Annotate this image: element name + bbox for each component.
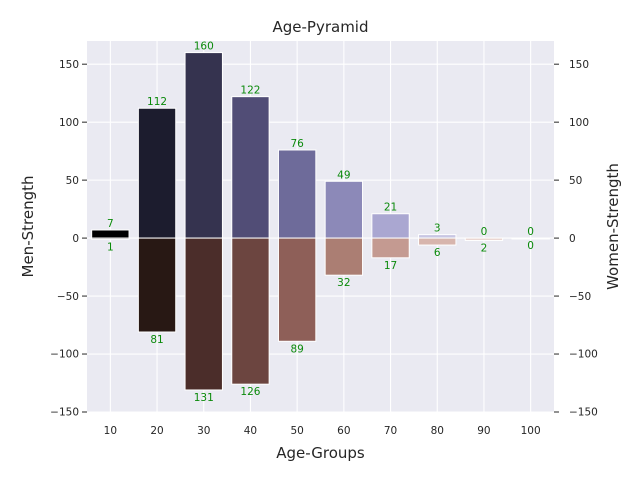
x-tick-label: 100 — [521, 425, 541, 437]
y-tick-label-right: 0 — [569, 233, 576, 245]
men-bar — [184, 52, 223, 239]
y-tick-label-left: −150 — [50, 407, 79, 419]
x-axis-label: Age-Groups — [276, 444, 365, 462]
women-bar — [137, 237, 177, 333]
women-bar — [418, 237, 457, 246]
y-tick-label-left: −100 — [50, 349, 79, 361]
y-tick-label-left: 0 — [72, 233, 79, 245]
women-bar — [511, 237, 550, 240]
women-data-label: 6 — [434, 247, 441, 259]
y-tick-label-right: 150 — [569, 59, 589, 71]
y-axis-label-right: Women-Strength — [604, 163, 622, 290]
x-tick-label: 40 — [244, 425, 257, 437]
x-tick-label: 80 — [431, 425, 444, 437]
women-data-label: 0 — [527, 240, 534, 252]
women-data-label: 89 — [290, 343, 303, 355]
y-tick-label-right: 50 — [569, 175, 582, 187]
x-tick-label: 70 — [384, 425, 397, 437]
men-data-label: 122 — [240, 85, 260, 97]
x-tick-label: 60 — [337, 425, 350, 437]
women-bar — [277, 237, 317, 342]
x-tick-label: 10 — [104, 425, 117, 437]
men-data-label: 160 — [194, 41, 214, 53]
women-data-label: 126 — [240, 386, 260, 398]
y-tick-label-right: −50 — [569, 291, 591, 303]
y-tick-label-left: 50 — [66, 175, 79, 187]
x-tick-label: 20 — [150, 425, 163, 437]
men-data-label: 76 — [290, 138, 304, 150]
bar-layer — [91, 52, 550, 391]
men-bar — [91, 229, 130, 239]
women-bar — [324, 237, 364, 276]
men-data-label: 3 — [434, 223, 441, 235]
men-bar — [324, 180, 364, 239]
women-bar — [91, 237, 130, 240]
women-data-label: 1 — [107, 241, 114, 253]
men-bar — [418, 234, 457, 239]
y-tick-label-left: 100 — [59, 117, 79, 129]
y-tick-label-left: −50 — [57, 291, 79, 303]
women-bar — [371, 237, 410, 259]
women-data-label: 32 — [337, 277, 350, 289]
data-label-layer: 7 112 160 122 76 49 21 3 0 0 1 81 131 126 89 32 17 6 2 0 — [107, 41, 534, 404]
men-data-label: 112 — [147, 96, 167, 108]
x-tick-label: 50 — [290, 425, 303, 437]
men-bar — [371, 213, 410, 239]
women-bar — [464, 237, 504, 241]
women-bar — [184, 237, 223, 391]
women-data-label: 81 — [150, 334, 163, 346]
men-data-label: 49 — [337, 169, 350, 181]
men-data-label: 21 — [384, 202, 397, 214]
men-data-label: 0 — [481, 226, 488, 238]
x-tick-label: 90 — [477, 425, 490, 437]
women-data-label: 17 — [384, 260, 397, 272]
men-bar — [231, 96, 270, 239]
men-data-label: 7 — [107, 218, 114, 230]
women-data-label: 131 — [194, 392, 214, 404]
men-data-label: 0 — [527, 226, 534, 238]
men-bar — [277, 149, 317, 239]
x-tick-label: 30 — [197, 425, 210, 437]
y-tick-label-left: 150 — [59, 59, 79, 71]
y-tick-label-right: 100 — [569, 117, 589, 129]
y-axis-label-left: Men-Strength — [19, 176, 37, 278]
chart-title: Age-Pyramid — [272, 18, 368, 36]
y-tick-label-right: −100 — [569, 349, 598, 361]
men-bar — [137, 107, 177, 239]
y-tick-label-right: −150 — [569, 407, 598, 419]
women-bar — [231, 237, 270, 385]
women-data-label: 2 — [481, 242, 488, 254]
